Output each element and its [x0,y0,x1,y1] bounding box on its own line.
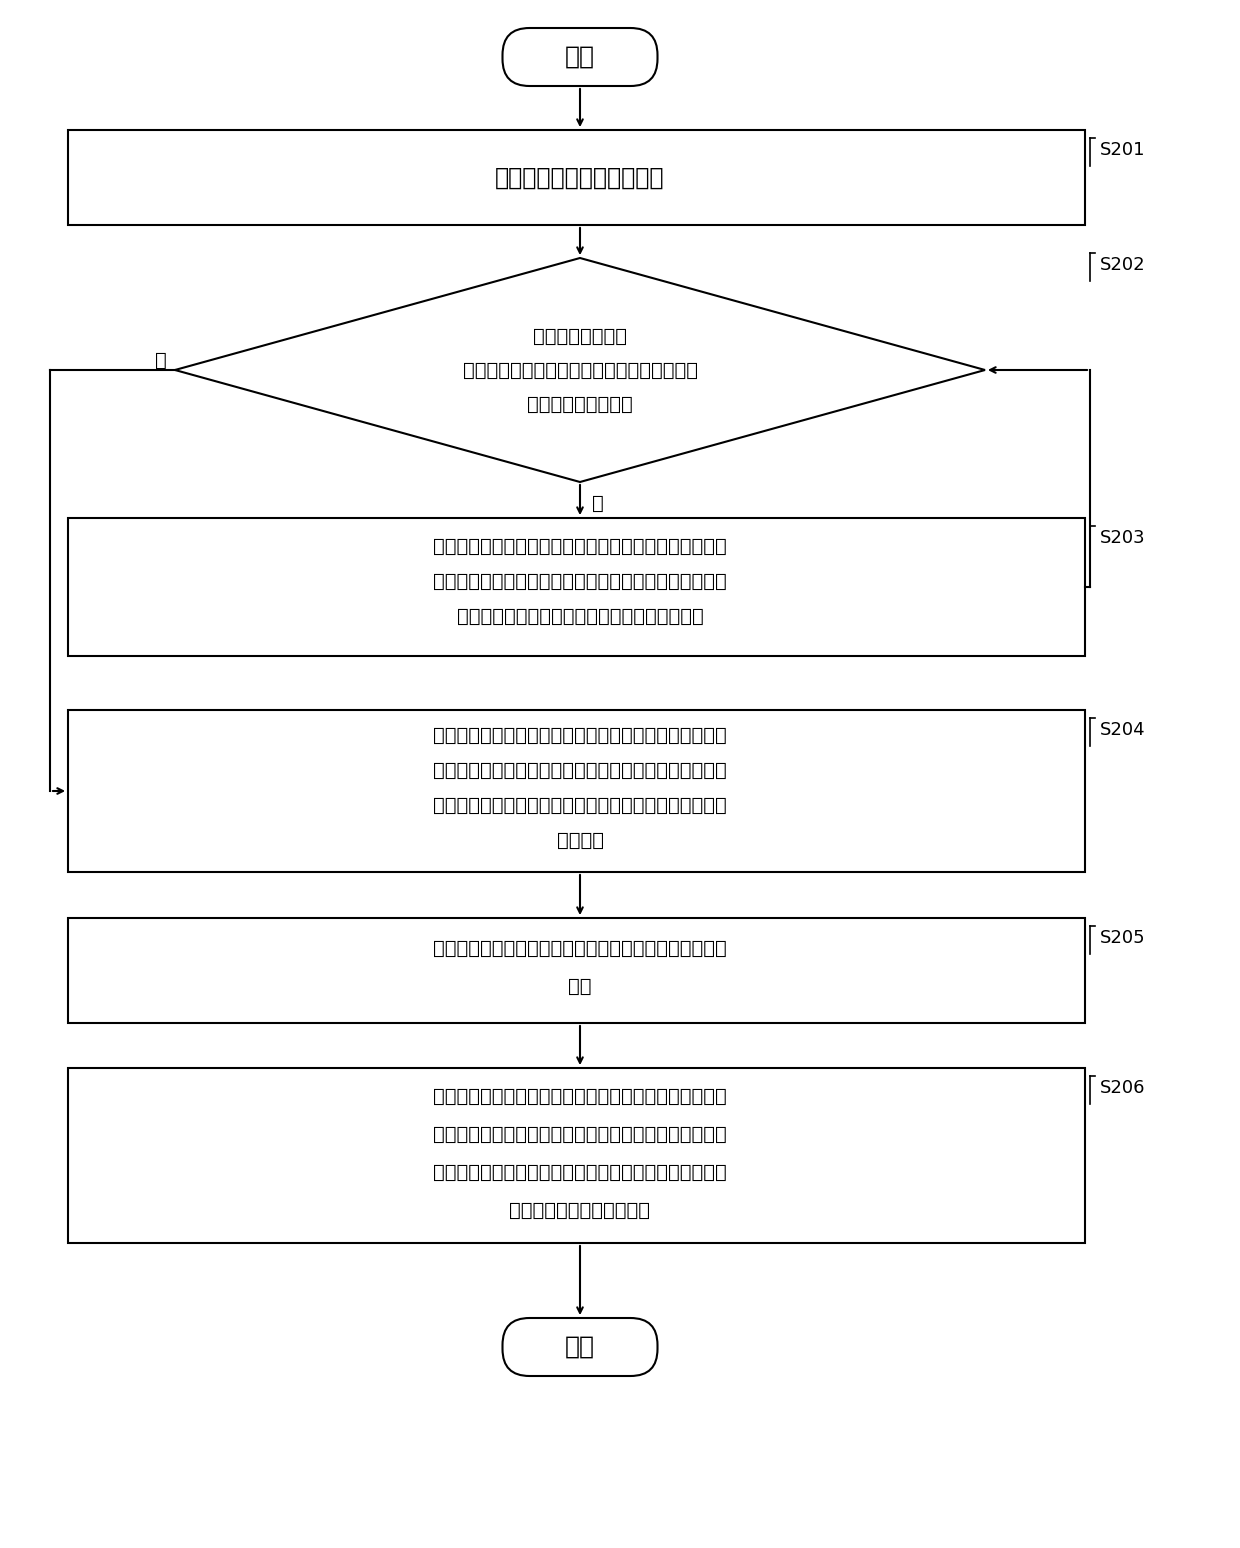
Text: S204: S204 [1100,721,1146,738]
Text: 优先级，确定是否对所述第一有效任务进行更新: 优先级，确定是否对所述第一有效任务进行更新 [456,607,703,625]
FancyBboxPatch shape [502,1317,657,1376]
Text: 第一当前任务与第一有效任务进行冲突判断，: 第一当前任务与第一有效任务进行冲突判断， [463,361,697,379]
Text: 顺序遍历任务列表中的任务: 顺序遍历任务列表中的任务 [495,166,665,189]
Bar [68,918,1085,1023]
Text: 对所述第一有效任务开始执行的时间进行跟踪，当所述第: 对所述第一有效任务开始执行的时间进行跟踪，当所述第 [433,1087,727,1105]
Text: 一有效任务开始执行的时间满足时，向发送所述第一有效: 一有效任务开始执行的时间满足时，向发送所述第一有效 [433,1124,727,1144]
Text: S203: S203 [1100,529,1146,546]
Text: S201: S201 [1100,141,1146,159]
Text: 判断结果: 判断结果 [557,830,604,850]
Text: 开始: 开始 [565,45,595,70]
Text: 开始执行所述第一有效任务: 开始执行所述第一有效任务 [510,1201,651,1220]
Text: 根据所述第二判断结果确定是否对所述第一有效任务进行: 根据所述第二判断结果确定是否对所述第一有效任务进行 [433,938,727,958]
Text: 任务的任务申请方发送接受指令，以指示所述任务申请方: 任务的任务申请方发送接受指令，以指示所述任务申请方 [433,1163,727,1181]
FancyBboxPatch shape [502,28,657,87]
Polygon shape [175,259,985,481]
Bar [68,1068,1085,1243]
Text: 更新: 更新 [568,977,591,995]
Text: 以得到第一判断结果: 以得到第一判断结果 [527,395,632,413]
Text: 当所述第一判断结果表明所述第一当前任务与第一有效任: 当所述第一判断结果表明所述第一当前任务与第一有效任 [433,537,727,556]
Bar [68,711,1085,872]
Text: 否: 否 [155,350,167,370]
Bar [68,130,1085,224]
Text: S205: S205 [1100,929,1146,947]
Bar [68,519,1085,656]
Text: S206: S206 [1100,1079,1146,1098]
Text: S202: S202 [1100,255,1146,274]
Text: 第二当前任务与第一有效任务进行冲突判断，以得到第二: 第二当前任务与第一有效任务进行冲突判断，以得到第二 [433,796,727,814]
Text: 当所述第一判断结果表明所述第一当前任务与第一有效任: 当所述第一判断结果表明所述第一当前任务与第一有效任 [433,726,727,745]
Text: 务不冲突时，逆序遍历所述任务列表，对逆序遍历获取的: 务不冲突时，逆序遍历所述任务列表，对逆序遍历获取的 [433,760,727,780]
Text: 对顺序遍历获取的: 对顺序遍历获取的 [533,327,627,345]
Text: 是: 是 [591,494,604,512]
Text: 结束: 结束 [565,1334,595,1359]
Text: 务相冲突，根据所述第一当前任务和所述第一有效任务的: 务相冲突，根据所述第一当前任务和所述第一有效任务的 [433,571,727,590]
